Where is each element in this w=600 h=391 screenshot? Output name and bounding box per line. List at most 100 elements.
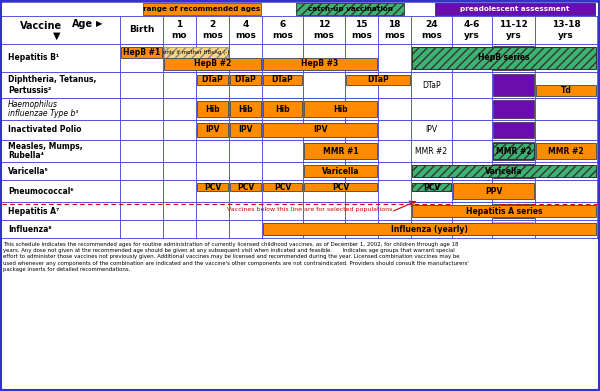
Bar xyxy=(535,98,597,120)
Bar xyxy=(304,183,377,191)
Bar xyxy=(120,98,163,120)
Bar xyxy=(230,75,261,85)
Text: yrs: yrs xyxy=(558,30,574,39)
Bar xyxy=(304,143,377,159)
Bar xyxy=(163,180,196,202)
Bar xyxy=(303,98,345,120)
Bar xyxy=(120,16,163,44)
Text: Pertussis²: Pertussis² xyxy=(8,86,52,95)
Text: Measles, Mumps,: Measles, Mumps, xyxy=(8,142,83,151)
Text: IPV: IPV xyxy=(238,126,253,135)
Bar xyxy=(452,98,492,120)
Bar xyxy=(120,120,163,140)
Bar xyxy=(452,220,492,238)
Bar xyxy=(536,85,596,96)
Text: ▼: ▼ xyxy=(53,31,61,41)
Bar xyxy=(411,162,452,180)
Text: 2: 2 xyxy=(209,20,215,29)
Bar xyxy=(411,140,452,162)
Bar xyxy=(262,220,303,238)
Text: only if mother HBsAg (-): only if mother HBsAg (-) xyxy=(163,50,229,55)
Bar xyxy=(1,162,120,180)
Bar xyxy=(230,101,261,117)
Bar xyxy=(120,220,163,238)
Bar xyxy=(230,183,261,191)
Bar xyxy=(120,162,163,180)
Bar xyxy=(163,72,196,98)
Bar xyxy=(196,72,229,98)
Text: PCV: PCV xyxy=(204,183,221,192)
Text: Pneumococcal⁶: Pneumococcal⁶ xyxy=(8,187,74,196)
Text: yrs: yrs xyxy=(506,30,521,39)
Bar xyxy=(303,140,345,162)
Bar xyxy=(1,220,599,238)
Bar xyxy=(164,47,228,58)
Bar xyxy=(1,140,599,162)
Text: DTaP: DTaP xyxy=(367,75,389,84)
Text: mos: mos xyxy=(202,30,223,39)
Bar xyxy=(345,162,378,180)
Bar xyxy=(263,183,302,191)
Text: Td: Td xyxy=(560,86,571,95)
Text: MMR #2: MMR #2 xyxy=(548,147,584,156)
Text: DTaP: DTaP xyxy=(272,75,293,84)
Bar xyxy=(453,183,534,199)
Text: 4: 4 xyxy=(242,20,248,29)
Bar xyxy=(492,98,535,120)
Bar xyxy=(452,16,492,44)
Bar xyxy=(230,123,261,137)
Bar xyxy=(435,3,595,15)
Bar xyxy=(493,164,534,178)
Text: mos: mos xyxy=(384,30,405,39)
Bar xyxy=(535,180,597,202)
Bar xyxy=(196,120,229,140)
Bar xyxy=(163,202,196,220)
Bar xyxy=(411,202,452,220)
Bar xyxy=(411,180,452,202)
Bar xyxy=(412,47,596,69)
Bar xyxy=(196,140,229,162)
Bar xyxy=(492,140,535,162)
Bar xyxy=(345,140,378,162)
Bar xyxy=(196,180,229,202)
Bar xyxy=(229,202,262,220)
Bar xyxy=(345,72,378,98)
Text: PPV: PPV xyxy=(485,187,502,196)
Bar xyxy=(263,75,302,85)
Bar xyxy=(492,220,535,238)
Bar xyxy=(1,120,120,140)
Text: mo: mo xyxy=(172,30,187,39)
Text: 13-18: 13-18 xyxy=(551,20,580,29)
Bar xyxy=(197,123,228,137)
Bar xyxy=(378,72,411,98)
Text: Hib: Hib xyxy=(275,104,290,113)
Text: Hib: Hib xyxy=(333,104,348,113)
Text: ▶: ▶ xyxy=(96,19,103,28)
Bar xyxy=(303,162,345,180)
Bar xyxy=(120,44,163,72)
Bar xyxy=(229,180,262,202)
Bar xyxy=(411,16,452,44)
Bar xyxy=(1,16,120,44)
Bar xyxy=(378,202,411,220)
Text: mos: mos xyxy=(314,30,334,39)
Bar xyxy=(303,16,345,44)
Text: DTaP: DTaP xyxy=(235,75,256,84)
Bar xyxy=(493,222,534,236)
Bar xyxy=(345,180,378,202)
Bar xyxy=(1,120,599,140)
Text: MMR #2: MMR #2 xyxy=(496,147,532,156)
Text: PCV: PCV xyxy=(237,183,254,192)
Bar xyxy=(411,220,452,238)
Bar xyxy=(492,162,535,180)
Text: This schedule indicates the recommended ages for routine administration of curre: This schedule indicates the recommended … xyxy=(3,242,469,272)
Bar xyxy=(535,16,597,44)
Bar xyxy=(1,72,599,98)
Bar xyxy=(262,140,303,162)
Text: mos: mos xyxy=(272,30,293,39)
Bar xyxy=(263,223,596,235)
Bar xyxy=(196,16,229,44)
Bar xyxy=(345,120,378,140)
Text: preadolescent assessment: preadolescent assessment xyxy=(460,6,569,12)
Bar xyxy=(493,143,534,159)
